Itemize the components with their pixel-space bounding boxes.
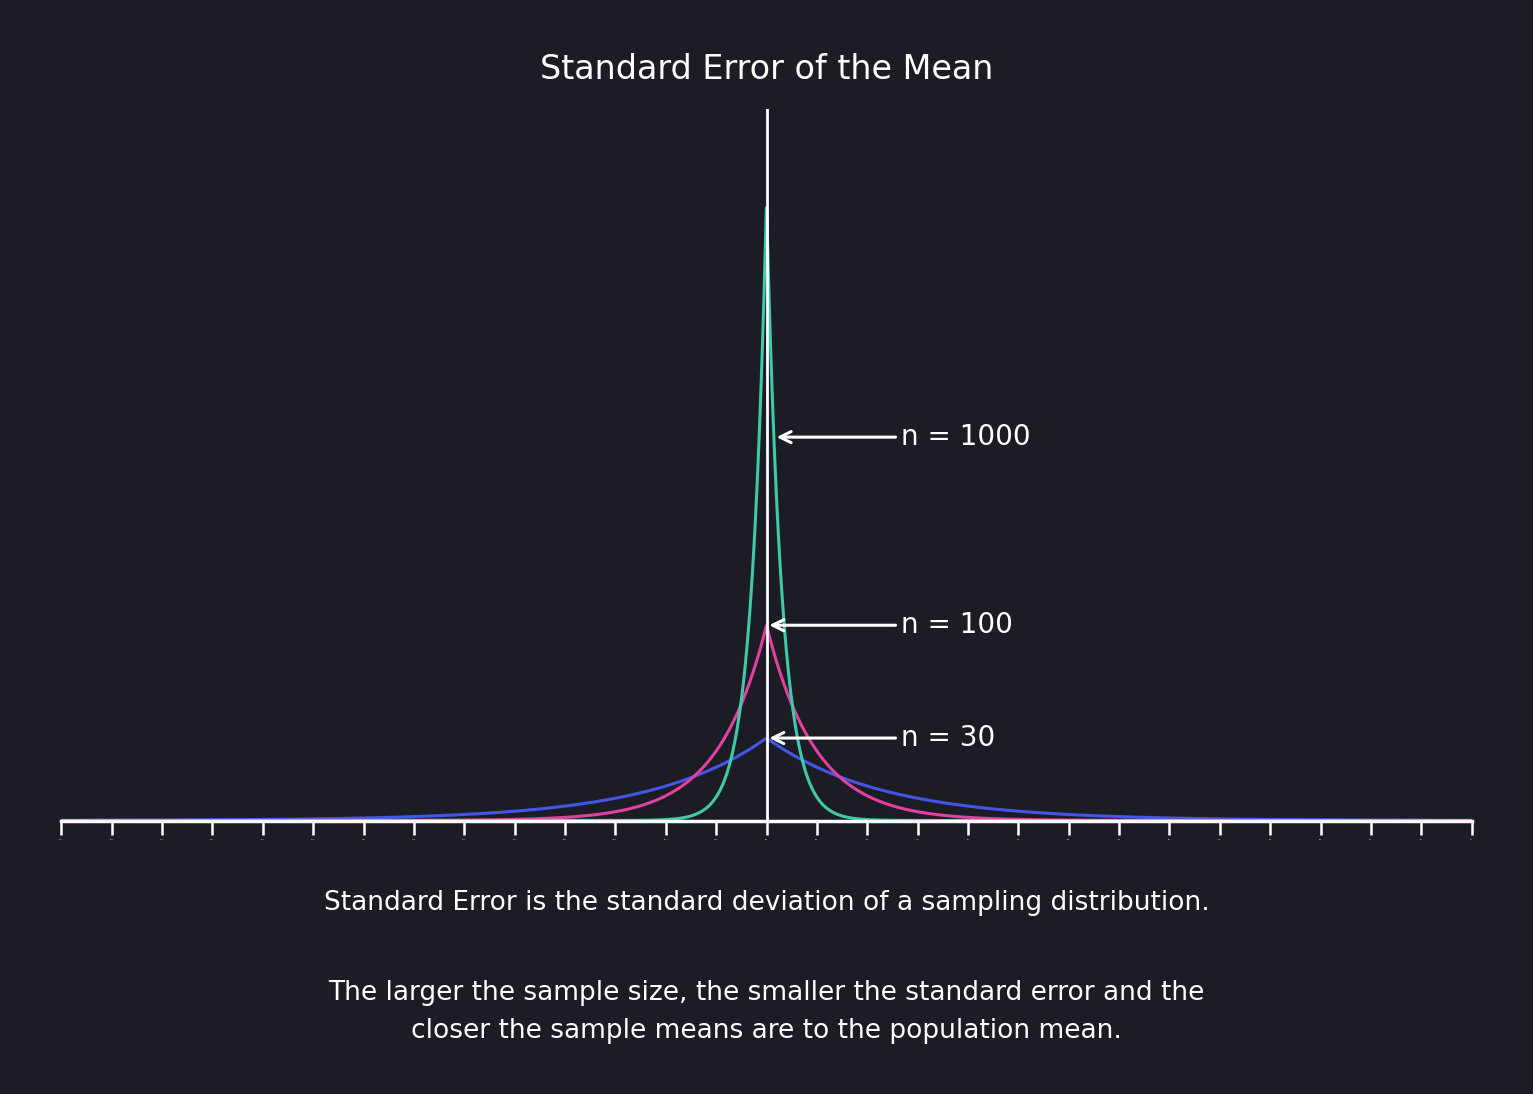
Text: Standard Error is the standard deviation of a sampling distribution.: Standard Error is the standard deviation… (323, 889, 1210, 916)
Title: Standard Error of the Mean: Standard Error of the Mean (540, 53, 993, 85)
Text: n = 1000: n = 1000 (780, 423, 1030, 451)
Text: n = 30: n = 30 (773, 724, 995, 752)
Text: The larger the sample size, the smaller the standard error and the
closer the sa: The larger the sample size, the smaller … (328, 980, 1205, 1044)
Text: n = 100: n = 100 (773, 612, 1013, 639)
